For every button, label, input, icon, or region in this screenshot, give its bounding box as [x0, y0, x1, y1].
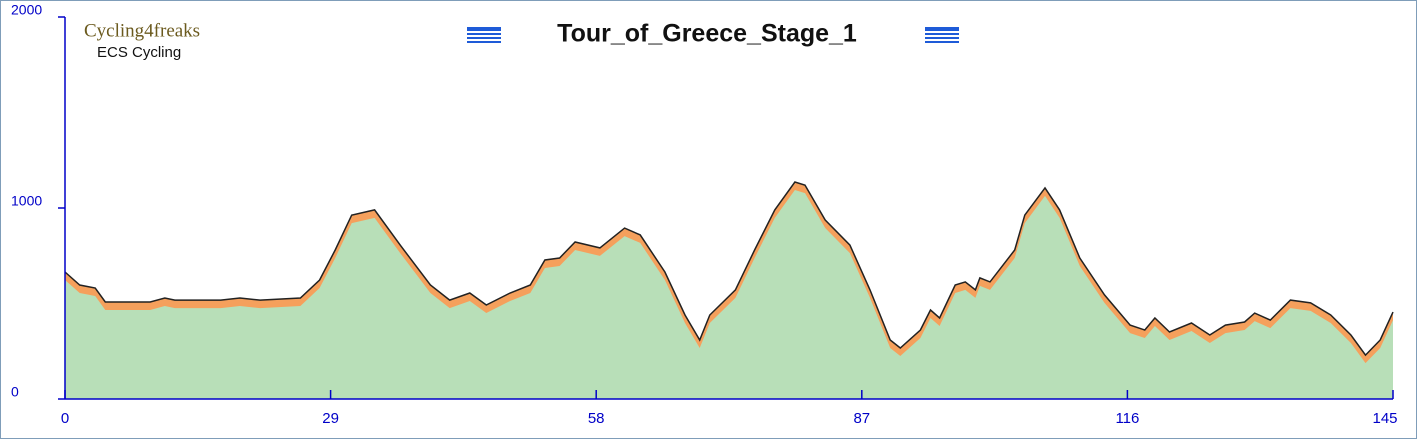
x-tick-label: 87	[853, 410, 870, 427]
x-tick-label: 145	[1372, 410, 1397, 427]
subtitle: ECS Cycling	[97, 44, 181, 61]
y-tick-label: 0	[11, 384, 19, 400]
flag-left	[467, 27, 501, 43]
y-tick-label: 1000	[11, 193, 42, 209]
x-tick-label: 58	[588, 410, 605, 427]
elevation-line	[64, 181, 1394, 357]
x-tick-label: 0	[61, 410, 69, 427]
x-tick-label: 116	[1115, 410, 1139, 427]
chart-title: Tour_of_Greece_Stage_1	[557, 20, 857, 48]
area	[65, 182, 1393, 399]
watermark: Cycling4freaks	[84, 20, 200, 41]
y-tick-label: 2000	[11, 2, 42, 18]
x-tick-label: 29	[322, 410, 339, 427]
flag-right	[925, 27, 959, 43]
